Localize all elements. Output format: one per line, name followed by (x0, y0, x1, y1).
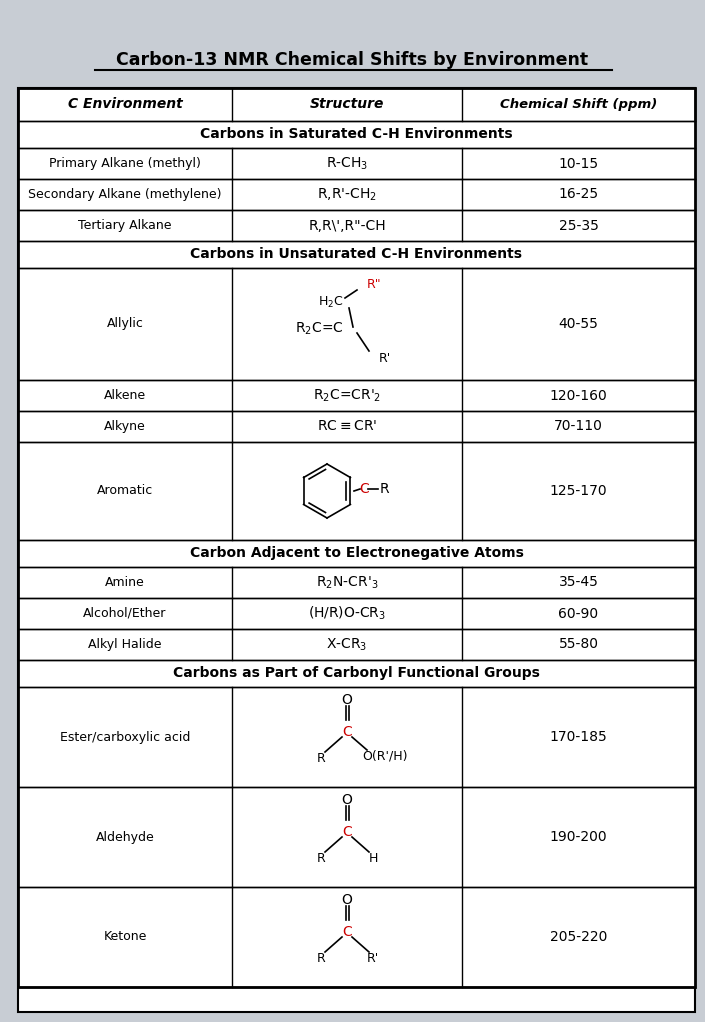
Text: C: C (342, 725, 352, 739)
Text: Secondary Alkane (methylene): Secondary Alkane (methylene) (28, 188, 222, 201)
Text: C Environment: C Environment (68, 97, 183, 111)
Text: R: R (317, 951, 326, 965)
Text: R$_2$C=C: R$_2$C=C (295, 321, 343, 337)
Text: O(R'/H): O(R'/H) (362, 749, 407, 762)
Text: 35-45: 35-45 (558, 575, 599, 590)
Text: Amine: Amine (105, 576, 145, 589)
Bar (18, 567, 695, 598)
Text: O: O (341, 793, 352, 807)
Bar (18, 887, 695, 987)
Text: (H/R)O-CR$_3$: (H/R)O-CR$_3$ (308, 605, 386, 622)
Text: 205-220: 205-220 (550, 930, 607, 944)
Bar (18, 598, 695, 629)
Text: Allylic: Allylic (106, 318, 143, 330)
Bar (18, 540, 695, 567)
Text: Ester/carboxylic acid: Ester/carboxylic acid (60, 731, 190, 743)
Text: 60-90: 60-90 (558, 606, 599, 620)
Text: Carbon-13 NMR Chemical Shifts by Environment: Carbon-13 NMR Chemical Shifts by Environ… (116, 51, 588, 69)
Text: H$_2$C: H$_2$C (318, 294, 344, 310)
Text: 25-35: 25-35 (558, 219, 599, 232)
Text: R': R' (367, 951, 379, 965)
Text: R: R (379, 482, 389, 496)
Bar (18, 660, 695, 687)
Text: O: O (341, 693, 352, 707)
Text: R: R (317, 751, 326, 764)
Text: 16-25: 16-25 (558, 187, 599, 201)
Text: 10-15: 10-15 (558, 156, 599, 171)
Text: R: R (317, 851, 326, 865)
Bar (18, 629, 695, 660)
Text: Chemical Shift (ppm): Chemical Shift (ppm) (500, 98, 657, 111)
Text: Carbons in Unsaturated C-H Environments: Carbons in Unsaturated C-H Environments (190, 247, 522, 262)
Text: H: H (368, 851, 378, 865)
Text: Carbons in Saturated C-H Environments: Carbons in Saturated C-H Environments (200, 128, 513, 141)
Text: 190-200: 190-200 (550, 830, 607, 844)
Text: Alkene: Alkene (104, 389, 146, 402)
Bar (18, 88, 695, 987)
Text: C: C (359, 482, 369, 496)
Text: Alkyl Halide: Alkyl Halide (88, 638, 161, 651)
Text: R$_2$C=CR'$_2$: R$_2$C=CR'$_2$ (313, 387, 381, 404)
Text: 40-55: 40-55 (558, 317, 599, 331)
Bar (18, 210, 695, 241)
Bar (18, 687, 695, 787)
Text: R': R' (379, 353, 391, 366)
Text: R-CH$_3$: R-CH$_3$ (326, 155, 368, 172)
Bar (18, 88, 695, 121)
Text: O: O (341, 893, 352, 907)
Text: 120-160: 120-160 (550, 388, 608, 403)
Text: R": R" (367, 278, 381, 290)
Text: Tertiary Alkane: Tertiary Alkane (78, 219, 172, 232)
Text: R,R'-CH$_2$: R,R'-CH$_2$ (317, 186, 377, 202)
Bar (18, 380, 695, 411)
Text: Alcohol/Ether: Alcohol/Ether (83, 607, 166, 620)
Text: 70-110: 70-110 (554, 419, 603, 433)
Text: 55-80: 55-80 (558, 638, 599, 651)
Text: Aromatic: Aromatic (97, 484, 153, 498)
Bar (18, 442, 695, 540)
Bar (18, 241, 695, 268)
Text: R$_2$N-CR'$_3$: R$_2$N-CR'$_3$ (316, 574, 378, 591)
Text: Primary Alkane (methyl): Primary Alkane (methyl) (49, 157, 201, 170)
Text: 125-170: 125-170 (550, 484, 607, 498)
Bar (18, 787, 695, 887)
Text: C: C (342, 825, 352, 839)
Text: Alkyne: Alkyne (104, 420, 146, 433)
Bar (18, 148, 695, 179)
Text: RC$\equiv$CR': RC$\equiv$CR' (317, 419, 377, 433)
Text: Structure: Structure (309, 97, 384, 111)
Text: C: C (342, 925, 352, 939)
Text: Ketone: Ketone (104, 930, 147, 943)
Text: Carbons as Part of Carbonyl Functional Groups: Carbons as Part of Carbonyl Functional G… (173, 666, 540, 681)
Text: Aldehyde: Aldehyde (96, 831, 154, 843)
Text: X-CR$_3$: X-CR$_3$ (326, 637, 368, 653)
Bar (18, 121, 695, 148)
Text: Carbon Adjacent to Electronegative Atoms: Carbon Adjacent to Electronegative Atoms (190, 547, 523, 560)
Bar (18, 411, 695, 442)
Bar (18, 268, 695, 380)
Bar (18, 179, 695, 210)
Text: R,R\',R"-CH: R,R\',R"-CH (308, 219, 386, 232)
Text: 170-185: 170-185 (550, 730, 608, 744)
